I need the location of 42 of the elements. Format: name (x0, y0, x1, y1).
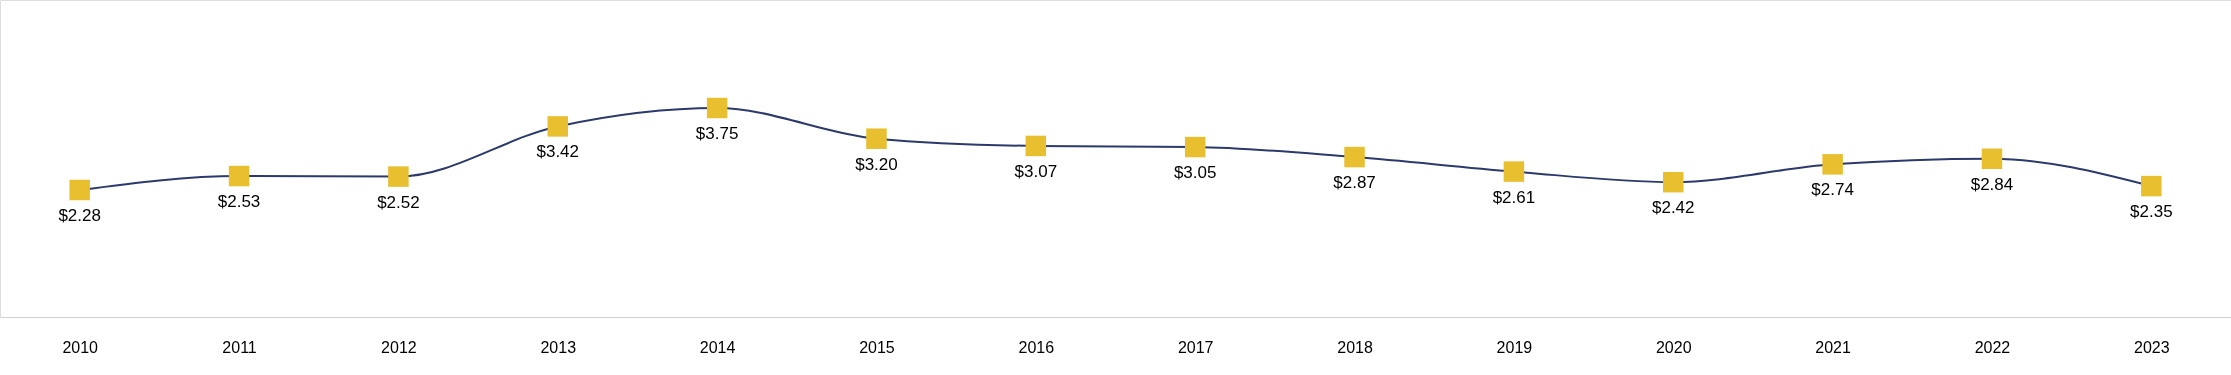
data-label: $2.87 (1333, 173, 1376, 193)
point (228, 165, 250, 187)
point (1663, 171, 1684, 193)
point (1981, 148, 2003, 170)
point (1025, 135, 1047, 157)
x-tick-label: 2014 (699, 338, 736, 356)
data-label: $3.05 (1173, 163, 1217, 183)
data-label: $3.07 (1014, 161, 1058, 181)
point (706, 97, 728, 119)
x-tick-label: 2019 (1496, 338, 1533, 356)
data-label: $2.61 (1492, 187, 1536, 207)
x-tick-label: 2020 (1655, 338, 1692, 356)
data-label: $3.75 (695, 124, 739, 143)
data-label: $2.28 (58, 206, 101, 225)
point (1344, 146, 1365, 168)
x-tick-label: 2010 (62, 338, 99, 356)
point (388, 166, 409, 187)
x-tick-label: 2011 (222, 338, 257, 356)
point (866, 128, 887, 149)
x-tick-label: 2015 (859, 338, 895, 356)
x-tick-label: 2016 (1018, 338, 1055, 356)
x-tick-label: 2012 (381, 338, 417, 356)
data-label: $3.20 (855, 154, 898, 174)
x-tick-label: 2021 (1815, 338, 1852, 356)
point (2141, 175, 2162, 197)
data-label: $2.53 (217, 192, 261, 212)
x-tick-label: 2022 (1974, 338, 2011, 356)
x-tick-label: 2017 (1177, 338, 1214, 356)
point (69, 179, 90, 201)
data-label: $2.84 (1970, 174, 2014, 194)
point (1822, 154, 1843, 175)
point (1503, 161, 1525, 182)
x-tick-label: 2023 (2134, 338, 2170, 356)
x-tick-label: 2018 (1337, 338, 1373, 356)
data-label: $2.74 (1811, 180, 1854, 200)
point (1184, 136, 1206, 158)
data-label: $2.52 (377, 192, 420, 212)
x-tick-label: 2013 (540, 338, 577, 356)
data-label: $3.42 (536, 142, 580, 162)
point (547, 116, 568, 137)
data-label: $2.42 (1651, 198, 1695, 218)
data-label: $2.35 (2130, 202, 2173, 222)
